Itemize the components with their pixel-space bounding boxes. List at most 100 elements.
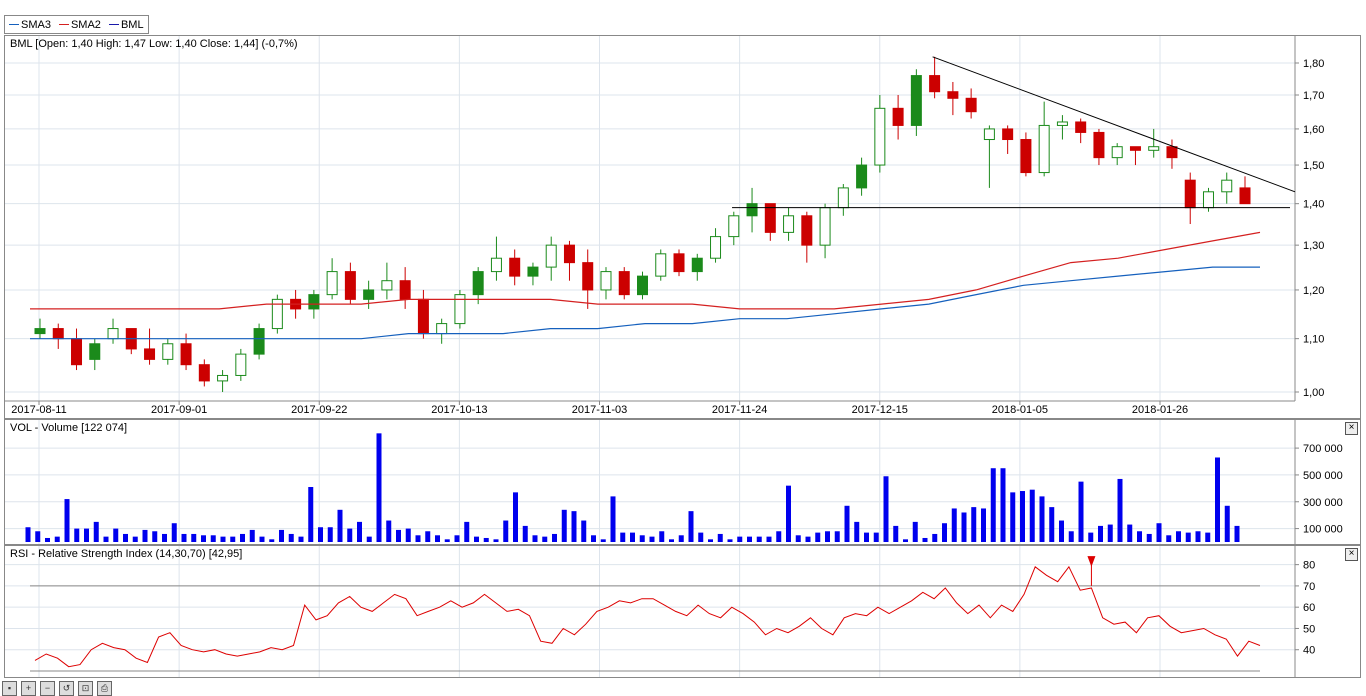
candle <box>34 328 46 335</box>
candle <box>655 253 667 277</box>
volume-bar <box>591 535 596 542</box>
y-tick-label: 1,30 <box>1303 240 1324 252</box>
volume-bar <box>210 535 216 542</box>
price-panel[interactable]: BML [Open: 1,40 High: 1,47 Low: 1,40 Clo… <box>4 35 1361 419</box>
volume-bar <box>152 531 158 542</box>
volume-bar <box>503 520 509 542</box>
candle <box>107 328 119 340</box>
fit-icon[interactable]: ⊡ <box>78 681 93 696</box>
candle <box>746 203 758 217</box>
y-tick-label: 50 <box>1303 623 1315 635</box>
legend-item-sma2[interactable]: SMA2 <box>58 19 101 31</box>
candle <box>710 236 722 259</box>
volume-bar <box>1215 457 1220 542</box>
sma-line-sma2 <box>30 231 1261 310</box>
volume-bar <box>396 529 401 542</box>
y-tick-label: 1,20 <box>1303 285 1324 297</box>
volume-bar <box>327 527 333 542</box>
volume-bar <box>1166 535 1172 542</box>
volume-bar <box>932 533 938 542</box>
candle <box>600 271 612 291</box>
legend-label: BML <box>120 18 144 31</box>
volume-bar <box>903 539 908 542</box>
volume-bar <box>493 539 499 542</box>
volume-bar <box>942 523 947 542</box>
volume-bar <box>883 476 889 542</box>
candle <box>1056 121 1068 126</box>
candle <box>856 164 868 189</box>
volume-bar <box>474 536 479 542</box>
x-tick-label: 2017-11-03 <box>572 404 627 416</box>
volume-bar <box>542 536 548 542</box>
close-volume-panel-button[interactable]: × <box>1345 422 1358 435</box>
volume-bar <box>552 533 557 542</box>
y-tick-label: 700 000 <box>1303 443 1343 455</box>
rsi-chart[interactable]: 80 70 60 50 40 <box>5 546 1360 677</box>
volume-bar <box>659 531 665 542</box>
candle <box>436 323 448 335</box>
save-icon[interactable]: ▪ <box>2 681 17 696</box>
legend-item-sma3[interactable]: SMA3 <box>9 19 51 31</box>
volume-bar <box>1137 531 1142 542</box>
legend-item-bml[interactable]: BML <box>108 18 144 31</box>
candle <box>1129 146 1141 151</box>
y-tick-label: 1,80 <box>1303 58 1324 70</box>
x-tick-label: 2018-01-26 <box>1132 404 1188 416</box>
candle <box>89 343 101 360</box>
sma-line-sma3 <box>30 266 1260 340</box>
zoom-reset-icon[interactable]: ↺ <box>59 681 74 696</box>
volume-bar <box>171 523 177 542</box>
volume-bar <box>142 529 148 542</box>
volume-bar <box>620 532 626 542</box>
candle <box>235 353 247 376</box>
rsi-panel[interactable]: RSI - Relative Strength Index (14,30,70)… <box>4 545 1361 678</box>
volume-bar <box>415 535 421 542</box>
candle <box>637 275 648 296</box>
volume-panel[interactable]: VOL - Volume [122 074] × 700 000 500 000 3… <box>4 419 1361 545</box>
price-chart[interactable]: 1,80 1,70 1,60 1,50 1,40 1,30 1,20 1,10 1,00 2017… <box>5 36 1360 418</box>
y-tick-label: 1,50 <box>1303 160 1324 172</box>
y-tick-label: 300 000 <box>1303 497 1343 509</box>
volume-bar <box>220 536 226 542</box>
y-tick-label: 1,60 <box>1303 124 1324 136</box>
x-tick-label: 2017-09-22 <box>291 404 347 416</box>
volume-bar <box>1195 531 1201 542</box>
volume-bar <box>405 528 411 542</box>
candle <box>673 253 685 273</box>
volume-bar <box>435 535 440 542</box>
volume-bar <box>269 539 275 542</box>
candle <box>490 257 502 273</box>
rsi-line <box>34 565 1261 668</box>
volume-bar <box>698 532 704 542</box>
volume-bar <box>376 433 382 542</box>
volume-chart[interactable]: 700 000 500 000 300 000 100 000 <box>5 420 1360 544</box>
candle <box>965 97 977 113</box>
y-tick-label: 1,70 <box>1303 90 1324 102</box>
volume-bar <box>1176 531 1181 542</box>
candle <box>1111 146 1123 159</box>
legend-swatch <box>9 24 19 25</box>
print-icon[interactable]: ⎙ <box>97 681 112 696</box>
trendline-resistance <box>932 56 1296 193</box>
zoom-out-icon[interactable]: − <box>40 681 55 696</box>
volume-bar <box>483 537 489 542</box>
volume-bar <box>747 536 752 542</box>
zoom-in-icon[interactable]: + <box>21 681 36 696</box>
volume-bar <box>298 536 304 542</box>
x-tick-label: 2017-09-01 <box>151 404 207 416</box>
volume-bar <box>249 529 255 542</box>
candle <box>381 280 393 291</box>
volume-bar <box>844 505 850 542</box>
candle <box>308 294 320 310</box>
candle <box>892 107 904 126</box>
price-panel-label: BML [Open: 1,40 High: 1,47 Low: 1,40 Clo… <box>10 38 298 50</box>
volume-bar <box>1059 520 1064 542</box>
close-rsi-panel-button[interactable]: × <box>1345 548 1358 561</box>
volume-bar <box>35 531 41 542</box>
candle <box>874 107 886 166</box>
volume-bar <box>45 537 50 542</box>
volume-bar <box>1107 524 1113 542</box>
candle <box>253 328 265 355</box>
candle <box>144 348 156 360</box>
volume-bar <box>571 511 577 542</box>
